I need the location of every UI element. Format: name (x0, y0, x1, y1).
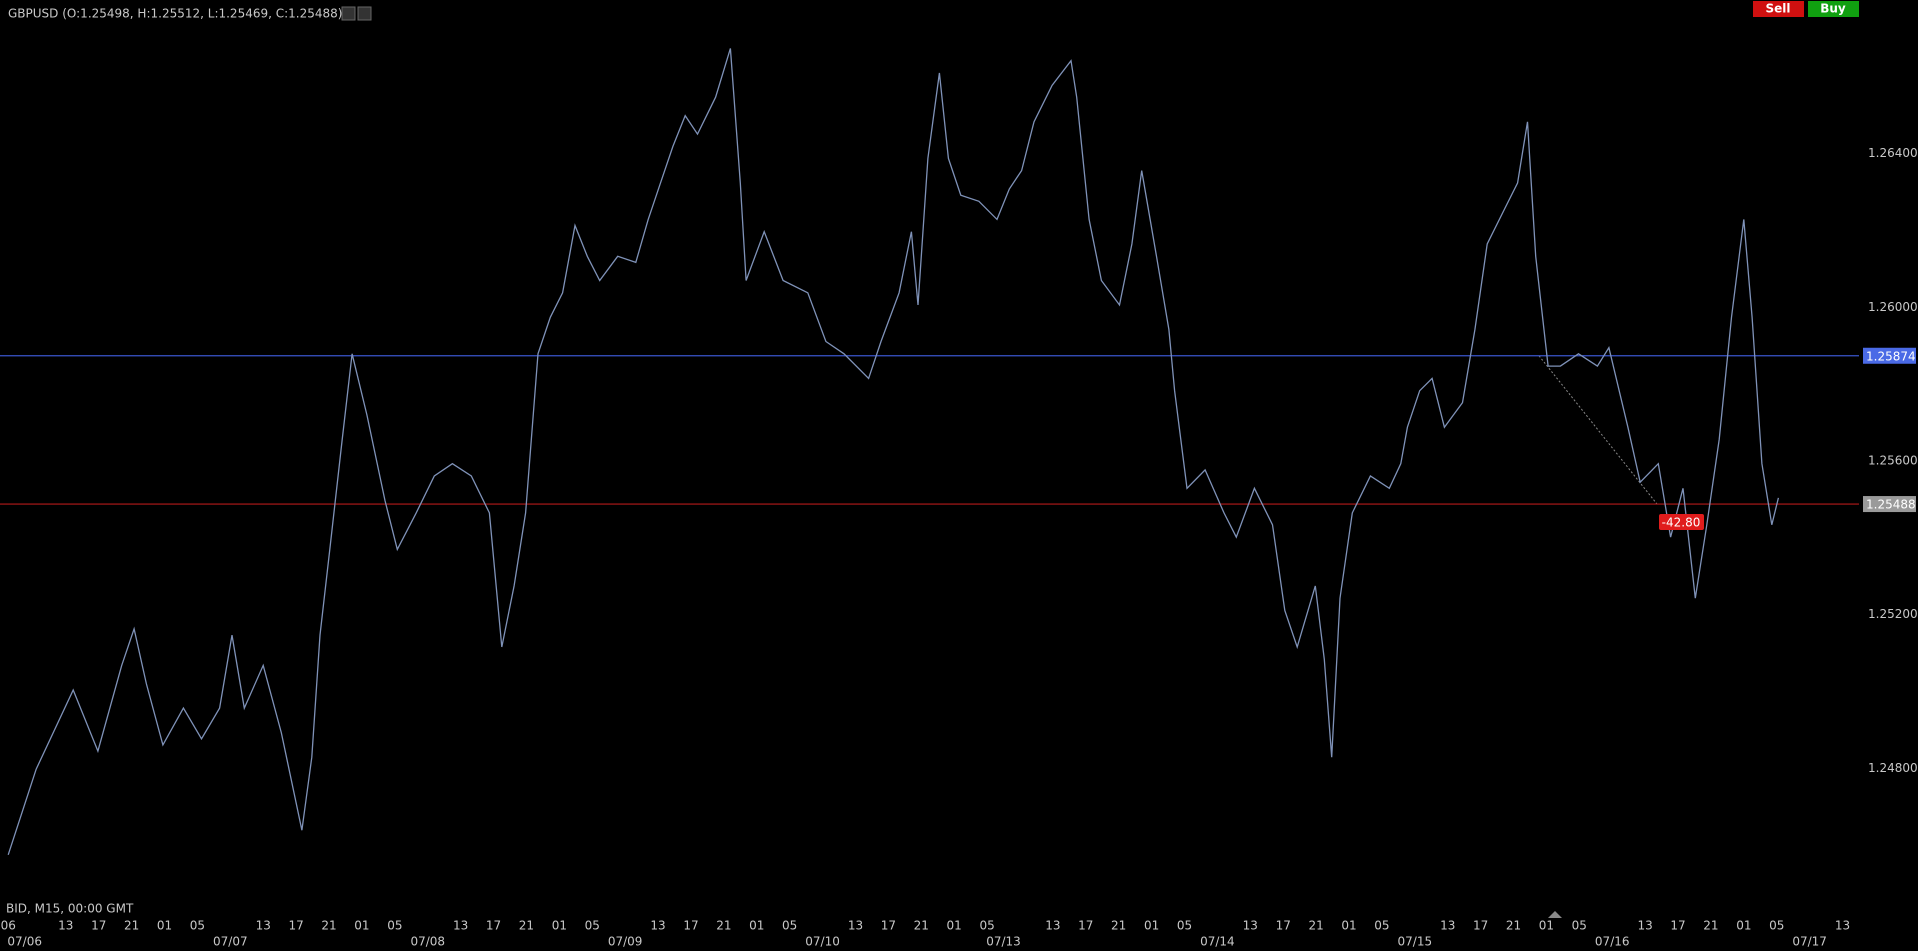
x-tick-label: 17 (683, 919, 698, 933)
y-tick-label: 1.24800 (1868, 761, 1918, 775)
x-tick-label: 05 (1177, 919, 1192, 933)
x-tick-label: 13 (848, 919, 863, 933)
x-tick-label: 13 (1045, 919, 1060, 933)
x-tick-label: 05 (387, 919, 402, 933)
x-tick-label: 01 (1736, 919, 1751, 933)
x-tick-label: 21 (321, 919, 336, 933)
x-tick-label: 13 (1243, 919, 1258, 933)
x-tick-label: 13 (1637, 919, 1652, 933)
x-tick-label: 01 (1341, 919, 1356, 933)
x-tick-label: 21 (1506, 919, 1521, 933)
icon[interactable] (357, 6, 372, 21)
date-tick-label: 07/07 (213, 935, 248, 949)
x-tick-label: 21 (1703, 919, 1718, 933)
sell-button[interactable] (1753, 1, 1804, 17)
x-tick-label: 21 (1308, 919, 1323, 933)
y-tick-label: 1.26000 (1868, 300, 1918, 314)
price-line (7, 48, 1780, 856)
x-tick-label: 13 (650, 919, 665, 933)
x-tick-label: 13 (453, 919, 468, 933)
x-tick-label: 13 (1835, 919, 1850, 933)
x-tick-label: 17 (288, 919, 303, 933)
level-tag (1863, 496, 1916, 513)
icon[interactable] (341, 6, 356, 21)
x-tick-label: 17 (1078, 919, 1093, 933)
x-tick-label: 05 (585, 919, 600, 933)
x-tick-label: 21 (519, 919, 534, 933)
x-tick-label: 05 (190, 919, 205, 933)
date-tick-label: 07/06 (7, 935, 42, 949)
annotation-label: -42.80 (1662, 516, 1701, 530)
date-tick-label: 07/10 (805, 935, 840, 949)
x-tick-label: 13 (58, 919, 73, 933)
level-tag (1863, 347, 1916, 364)
x-tick-label: 01 (552, 919, 567, 933)
date-tick-label: 07/15 (1398, 935, 1433, 949)
x-tick-label: 05 (782, 919, 797, 933)
x-tick-label: 01 (1144, 919, 1159, 933)
y-tick-label: 1.26400 (1868, 146, 1918, 160)
x-tick-label: 05 (1769, 919, 1784, 933)
scroll-marker[interactable] (1548, 911, 1562, 918)
trend-line (1538, 355, 1658, 505)
date-tick-label: 07/13 (986, 935, 1021, 949)
x-tick-label: 17 (91, 919, 106, 933)
x-tick-label: 21 (716, 919, 731, 933)
y-tick-label: 1.25200 (1868, 607, 1918, 621)
x-tick-label: 05 (1572, 919, 1587, 933)
x-tick-label: 01 (157, 919, 172, 933)
sell-label[interactable]: Sell (1765, 2, 1790, 16)
x-tick-label: 01 (354, 919, 369, 933)
x-tick-label: 21 (1111, 919, 1126, 933)
x-tick-label: 05 (979, 919, 994, 933)
buy-button[interactable] (1808, 1, 1859, 17)
x-tick-label: 17 (486, 919, 501, 933)
date-tick-label: 07/16 (1595, 935, 1630, 949)
chart-title: GBPUSD (O:1.25498, H:1.25512, L:1.25469,… (8, 7, 342, 21)
date-tick-label: 07/14 (1200, 935, 1235, 949)
y-tick-label: 1.25600 (1868, 454, 1918, 468)
level-label: 1.25488 (1866, 498, 1916, 512)
x-tick-label: 17 (1276, 919, 1291, 933)
x-tick-label: 05 (1374, 919, 1389, 933)
level-label: 1.25874 (1866, 349, 1916, 363)
buy-label[interactable]: Buy (1820, 2, 1846, 16)
date-tick-label: 07/09 (608, 935, 643, 949)
x-tick-label: 01 (1539, 919, 1554, 933)
x-tick-label: 13 (256, 919, 271, 933)
x-tick-label: 01 (947, 919, 962, 933)
x-tick-label: 17 (1473, 919, 1488, 933)
x-tick-label: 13 (1440, 919, 1455, 933)
date-tick-label: 07/08 (410, 935, 445, 949)
x-tick-label: 17 (1670, 919, 1685, 933)
x-tick-label: 17 (881, 919, 896, 933)
date-tick-label: 07/17 (1792, 935, 1827, 949)
footer: BID, M15, 00:00 GMT (6, 902, 134, 916)
x-tick-label: 06 (1, 919, 16, 933)
x-tick-label: 01 (749, 919, 764, 933)
x-tick-label: 21 (914, 919, 929, 933)
x-tick-label: 21 (124, 919, 139, 933)
annotation-box (1659, 514, 1704, 531)
